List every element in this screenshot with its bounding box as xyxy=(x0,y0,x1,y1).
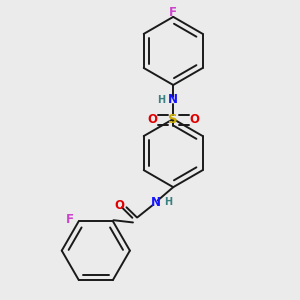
Text: H: H xyxy=(164,197,172,207)
Text: O: O xyxy=(147,113,157,127)
Text: H: H xyxy=(157,95,165,105)
Text: F: F xyxy=(66,213,74,226)
Text: O: O xyxy=(115,199,125,212)
Text: O: O xyxy=(189,113,199,127)
Text: F: F xyxy=(169,6,177,19)
Text: S: S xyxy=(168,113,178,127)
Text: N: N xyxy=(151,196,161,208)
Text: N: N xyxy=(168,93,178,106)
